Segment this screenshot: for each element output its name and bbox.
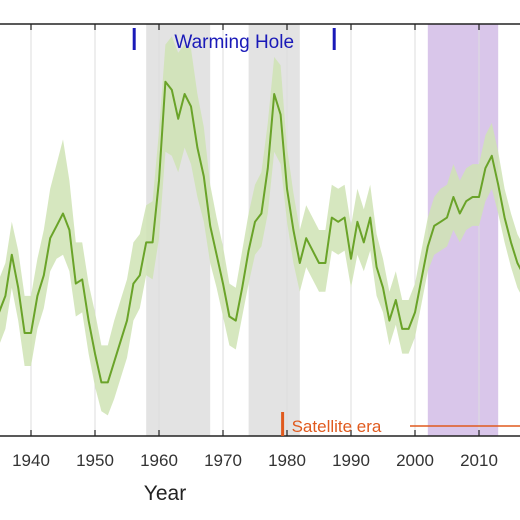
tick-label-2010: 2010 <box>460 451 498 470</box>
mean-line-layer <box>0 80 520 384</box>
tick-label-1970: 1970 <box>204 451 242 470</box>
annotations: Warming Hole Satellite era <box>132 28 520 436</box>
x-axis-ticks: 1940 1950 1960 1970 1980 1990 2000 2010 <box>12 24 498 470</box>
satellite-era-label: Satellite era <box>292 417 382 436</box>
tick-label-2000: 2000 <box>396 451 434 470</box>
tick-label-1950: 1950 <box>76 451 114 470</box>
tick-label-1990: 1990 <box>332 451 370 470</box>
tick-label-1940: 1940 <box>12 451 50 470</box>
tick-label-1960: 1960 <box>140 451 178 470</box>
x-axis-title: Year <box>144 482 186 505</box>
mean-line <box>0 80 520 384</box>
plot-frame <box>0 23 520 437</box>
tick-label-1980: 1980 <box>268 451 306 470</box>
warming-hole-label: Warming Hole <box>174 32 294 53</box>
